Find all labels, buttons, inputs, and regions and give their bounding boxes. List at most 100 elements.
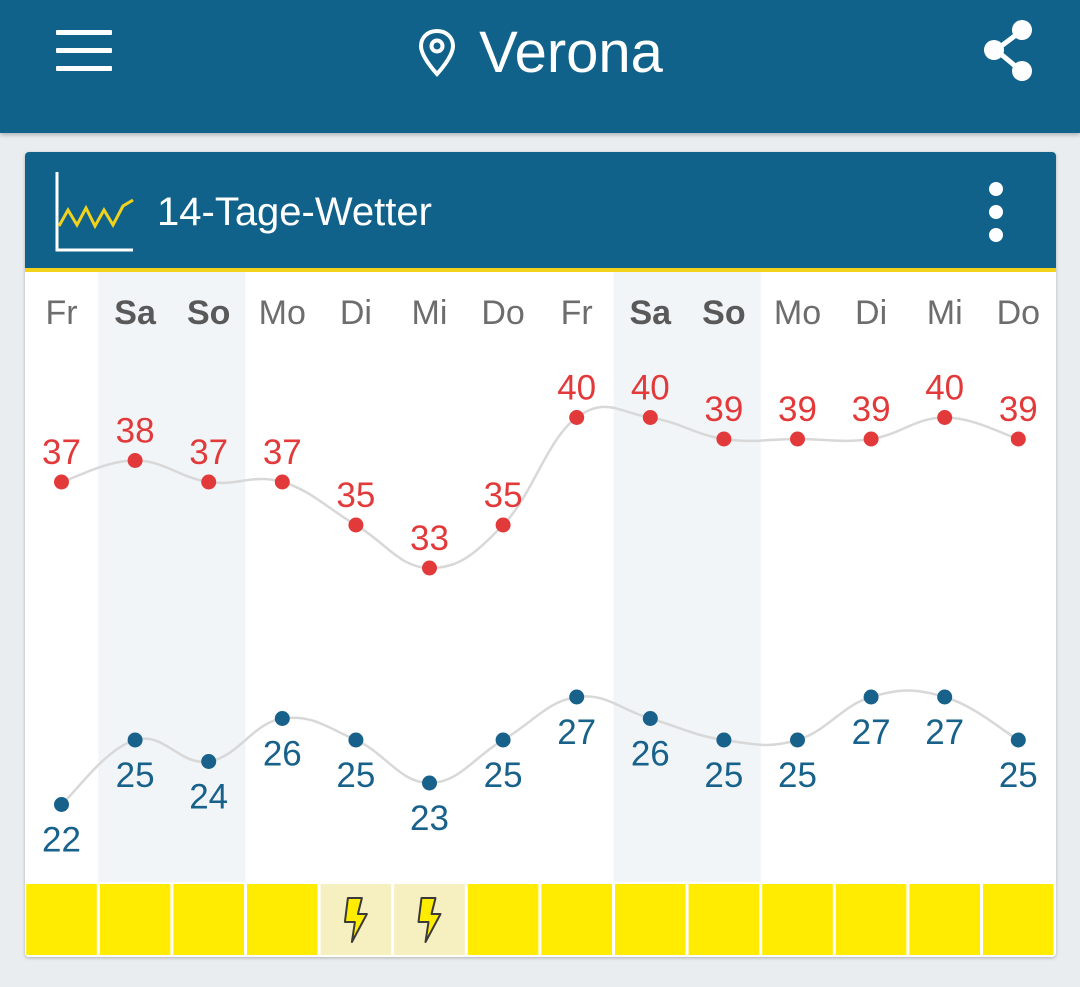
weekend-column-bg: [613, 272, 688, 882]
high-temp-label: 39: [704, 390, 743, 429]
high-temp-point: [790, 431, 805, 447]
low-temp-label: 25: [704, 756, 743, 795]
day-label: Fr: [45, 294, 77, 332]
sunny-day-cell[interactable]: [467, 884, 539, 955]
line-chart-icon: [55, 172, 134, 252]
high-temp-point: [274, 474, 290, 490]
high-temp-point: [863, 431, 879, 447]
low-temp-point: [569, 689, 585, 705]
share-button[interactable]: [978, 18, 1042, 84]
low-temp-point: [348, 732, 364, 748]
high-temp-point: [348, 517, 364, 533]
high-temp-point: [201, 474, 217, 490]
lightning-icon: [417, 897, 442, 943]
day-label: Mi: [927, 294, 963, 332]
high-temp-point: [937, 410, 953, 425]
menu-button[interactable]: [50, 22, 116, 80]
low-temp-point: [937, 689, 953, 705]
card-title: 14-Tage-Wetter: [157, 190, 432, 234]
day-label: Sa: [114, 294, 157, 332]
high-temp-label: 39: [778, 390, 817, 429]
temperature-points: [54, 410, 1026, 812]
weekend-column-bg: [171, 272, 246, 882]
low-temp-point: [863, 689, 879, 705]
day-label: Mi: [412, 294, 448, 332]
low-temp-label: 23: [410, 799, 449, 838]
app-bar: Verona: [0, 0, 1080, 133]
low-temp-label: 25: [116, 756, 155, 795]
high-temp-label: 40: [925, 369, 964, 408]
high-temp-label: 40: [631, 369, 670, 408]
more-options-button[interactable]: [975, 178, 1017, 246]
weather-strip: [26, 884, 1054, 955]
low-temp-label: 25: [336, 756, 375, 795]
high-temp-point: [642, 410, 658, 425]
location-title[interactable]: Verona: [0, 0, 1080, 105]
forecast-card: 14-Tage-Wetter Fr Sa So Mo Di Mi Do Fr Sa So Mo Di M…: [25, 152, 1056, 957]
share-icon: [984, 20, 1032, 81]
city-name: Verona: [479, 19, 663, 85]
high-temp-label: 37: [263, 433, 302, 472]
high-temp-label: 33: [410, 519, 449, 558]
low-temp-point: [274, 711, 290, 726]
low-temp-point: [716, 732, 732, 748]
high-temp-point: [495, 517, 511, 533]
high-temp-point: [1010, 431, 1026, 447]
high-temp-point: [716, 431, 732, 447]
low-temp-point: [790, 732, 805, 748]
sunny-day-cell[interactable]: [983, 884, 1054, 955]
day-label: Mo: [774, 294, 821, 332]
high-temp-label: 38: [116, 412, 155, 451]
sunny-day-cell[interactable]: [762, 884, 833, 955]
low-temp-label: 27: [557, 713, 596, 752]
high-temp-label: 35: [484, 476, 523, 515]
sunny-day-cell[interactable]: [688, 884, 760, 955]
low-temp-label: 27: [925, 713, 964, 752]
high-temp-label: 37: [42, 433, 81, 472]
low-temp-label: 25: [778, 756, 817, 795]
high-temp-point: [54, 474, 69, 490]
weekend-backgrounds: [98, 272, 761, 882]
low-temp-point: [642, 711, 658, 726]
sunny-day-cell[interactable]: [909, 884, 980, 955]
low-temp-point: [127, 732, 143, 748]
day-label: Fr: [561, 294, 593, 332]
sunny-day-cell[interactable]: [247, 884, 318, 955]
low-temp-label: 27: [852, 713, 891, 752]
day-label: Mo: [259, 294, 306, 332]
low-temp-point: [54, 797, 69, 812]
sunny-day-cell[interactable]: [541, 884, 612, 955]
sunny-day-cell[interactable]: [99, 884, 171, 955]
low-temp-label: 24: [189, 778, 228, 817]
card-header: 14-Tage-Wetter: [25, 152, 1056, 272]
sunny-day-cell[interactable]: [615, 884, 686, 955]
high-temp-line: [61, 405, 1019, 570]
low-temp-label: 26: [631, 735, 670, 774]
high-temp-label: 39: [999, 390, 1038, 429]
low-temp-point: [422, 775, 437, 791]
high-temp-point: [422, 560, 437, 576]
day-label: So: [187, 294, 230, 332]
day-labels: Fr Sa So Mo Di Mi Do Fr Sa So Mo Di Mi Do: [45, 294, 1040, 332]
sunny-day-cell[interactable]: [173, 884, 244, 955]
low-temp-label: 22: [42, 821, 81, 860]
high-temp-label: 39: [852, 390, 891, 429]
high-temp-point: [569, 410, 585, 425]
sunny-day-cell[interactable]: [835, 884, 907, 955]
day-label: Di: [855, 294, 887, 332]
high-temp-label: 35: [336, 476, 375, 515]
weekend-column-bg: [98, 272, 172, 882]
day-label: Di: [340, 294, 372, 332]
low-temp-label: 26: [263, 735, 302, 774]
sunny-day-cell[interactable]: [26, 884, 97, 955]
day-label: Do: [997, 294, 1040, 332]
high-temp-label: 37: [189, 433, 228, 472]
low-temp-point: [495, 732, 511, 748]
low-temp-point: [201, 754, 217, 769]
high-temp-label: 40: [557, 369, 596, 408]
temperature-labels: 37 38 37 37 35 33 35 40 40 39 39 39 40 39 22 25 24 26 25 23…: [42, 369, 1038, 860]
day-label: So: [702, 294, 745, 332]
lightning-icon: [343, 897, 368, 943]
low-temp-label: 25: [999, 756, 1038, 795]
